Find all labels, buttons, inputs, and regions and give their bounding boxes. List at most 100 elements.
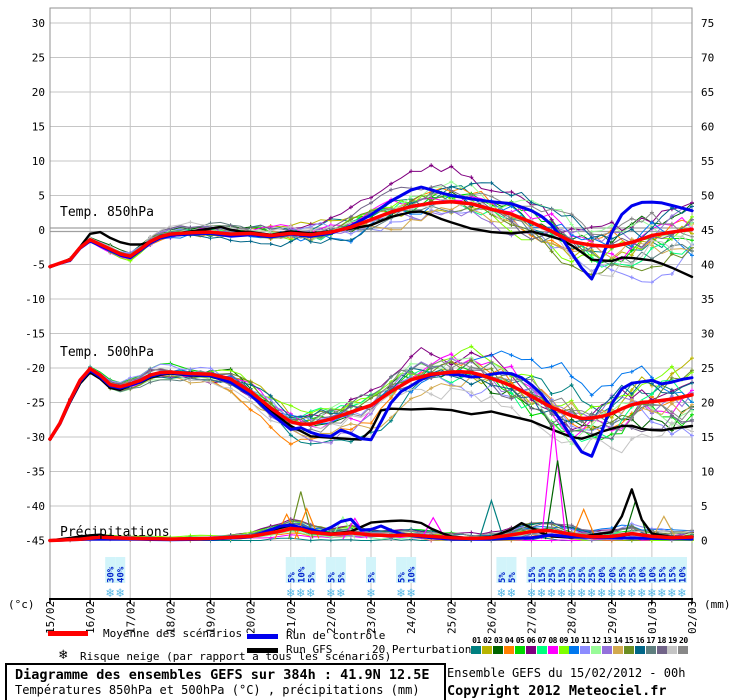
x-axis: 15/02 16/02 17/02 18/02 19/02 20/02 21/02 22/02…: [44, 598, 699, 634]
y-tick-labels: 302520151050-5-10-15-20-25-30-35-40-4575…: [8, 17, 731, 611]
snow-risk-percent: 15%: [538, 566, 548, 583]
perturbation-color-swatch: [613, 646, 624, 654]
x-tick-label: 15/02: [44, 601, 57, 634]
left-tick-label: -25: [25, 397, 45, 410]
left-tick-label: -20: [25, 362, 45, 375]
precip-spike: [478, 498, 504, 540]
left-tick-label: 25: [32, 52, 45, 65]
left-tick-label: -40: [25, 500, 45, 513]
right-tick-label: 70: [701, 52, 714, 65]
snowflake-icon: ❄: [537, 586, 546, 601]
precip-spike: [571, 507, 597, 540]
snowflake-icon: ❄: [567, 586, 576, 601]
snow-risk-percent: 5%: [327, 572, 337, 583]
snowflake-icon: ❄: [677, 586, 686, 601]
legend-gfs-label: Run GFS: [286, 643, 333, 656]
perturbation-number: 20: [679, 636, 688, 645]
perturbation-legend-item: 01: [471, 636, 482, 654]
x-tick-label: 21/02: [285, 601, 298, 634]
snowflake-icon: ❄: [627, 586, 636, 601]
perturbation-legend-item: 10: [569, 636, 580, 654]
perturbation-number: 01: [472, 636, 481, 645]
perturbation-legend-item: 07: [536, 636, 547, 654]
snowflake-icon: ❄: [657, 586, 666, 601]
perturbation-color-swatch: [569, 646, 580, 654]
main-series-t850: [48, 185, 694, 281]
snow-risk-percent: 20%: [598, 566, 608, 583]
snowflake-icon: ❄: [577, 586, 586, 601]
snow-risk-percent: 25%: [618, 566, 628, 583]
perturbation-number: 11: [581, 636, 590, 645]
perturbation-legend-item: 12: [591, 636, 602, 654]
snow-risk-percent: 10%: [297, 566, 307, 583]
x-tick-label: 02/03: [686, 601, 699, 634]
perturbation-number: 09: [559, 636, 568, 645]
right-tick-label: 55: [701, 155, 714, 168]
legend-mean-swatch: [48, 631, 88, 636]
snowflake-icon: ❄: [496, 586, 505, 601]
perturbation-legend-item: 19: [667, 636, 678, 654]
snow-risk-percent: 15%: [558, 566, 568, 583]
snowflake-icon: ❄: [587, 586, 596, 601]
perturbation-number: 13: [602, 636, 612, 645]
x-tick-label: 27/02: [526, 601, 539, 634]
perturbation-color-swatch: [547, 646, 558, 654]
precip-spike: [288, 491, 314, 540]
section-label: Temp. 500hPa: [60, 345, 154, 360]
perturbation-color-swatch: [580, 646, 591, 654]
perturbation-legend-item: 09: [558, 636, 569, 654]
left-tick-label: 15: [32, 121, 45, 134]
precip-spike: [544, 460, 571, 540]
legend-mean-label: Moyenne des scénarios: [103, 627, 243, 640]
left-axis-unit: (°c): [8, 598, 35, 611]
series-line: [48, 526, 694, 543]
snowflake-icon: ❄: [647, 586, 656, 601]
snow-risk-percent: 20%: [608, 566, 618, 583]
perturbation-color-swatch: [515, 646, 525, 654]
perturbation-color-swatch: [525, 646, 536, 654]
x-tick-label: 20/02: [245, 601, 258, 634]
snowflake-icon: ❄: [306, 586, 315, 601]
snowflake-icon: ❄: [597, 586, 606, 601]
right-tick-label: 0: [701, 535, 708, 548]
left-tick-label: -35: [25, 466, 45, 479]
left-tick-label: 20: [32, 86, 45, 99]
perturbation-color-swatch: [493, 646, 504, 654]
x-tick-label: 19/02: [205, 601, 218, 634]
x-tick-label: 24/02: [405, 601, 418, 634]
main-series-precip: [48, 488, 694, 543]
series-line: [48, 366, 694, 441]
perturbation-color-legend: 01 02 03 04 05 06 07 08 09 10 11 12 13 14 15 16 17 18 19 20: [471, 636, 689, 654]
perturbation-color-swatch: [678, 646, 689, 654]
perturbation-color-swatch: [591, 646, 602, 654]
left-tick-label: -45: [25, 535, 45, 548]
snowflake-icon: ❄: [115, 586, 124, 601]
right-axis-unit: (mm): [704, 598, 731, 611]
perturbation-number: 03: [493, 636, 503, 645]
perturbation-number: 05: [515, 636, 525, 645]
snow-risk-percent: 25%: [568, 566, 578, 583]
run-info: Ensemble GEFS du 15/02/2012 - 00h: [447, 666, 686, 680]
x-tick-label: 26/02: [485, 601, 498, 634]
right-tick-label: 65: [701, 86, 714, 99]
snow-risk-band: 30%❄40%❄5%❄10%❄5%❄5%❄5%❄5%❄5%❄10%❄5%❄5%❄…: [105, 557, 688, 601]
legend-control-swatch: [247, 634, 278, 639]
left-tick-label: 10: [32, 155, 45, 168]
perturbation-color-swatch: [504, 646, 515, 654]
right-tick-label: 75: [701, 17, 714, 30]
snow-risk-percent: 5%: [287, 572, 297, 583]
section-label-t850: Temp. 850hPa: [60, 205, 154, 220]
right-tick-label: 10: [701, 466, 714, 479]
snowflake-icon: ❄: [366, 586, 375, 601]
snowflake-icon: ❄: [667, 586, 676, 601]
perturbation-color-swatch: [634, 646, 645, 654]
snow-risk-percent: 25%: [588, 566, 598, 583]
precip-spikes: [274, 425, 677, 540]
perturbation-number: 08: [548, 636, 557, 645]
perturbation-color-swatch: [623, 646, 634, 654]
right-tick-label: 25: [701, 362, 714, 375]
snowflake-icon: ❄: [286, 586, 295, 601]
perturbation-legend-item: 05: [515, 636, 526, 654]
x-tick-label: 29/02: [606, 601, 619, 634]
